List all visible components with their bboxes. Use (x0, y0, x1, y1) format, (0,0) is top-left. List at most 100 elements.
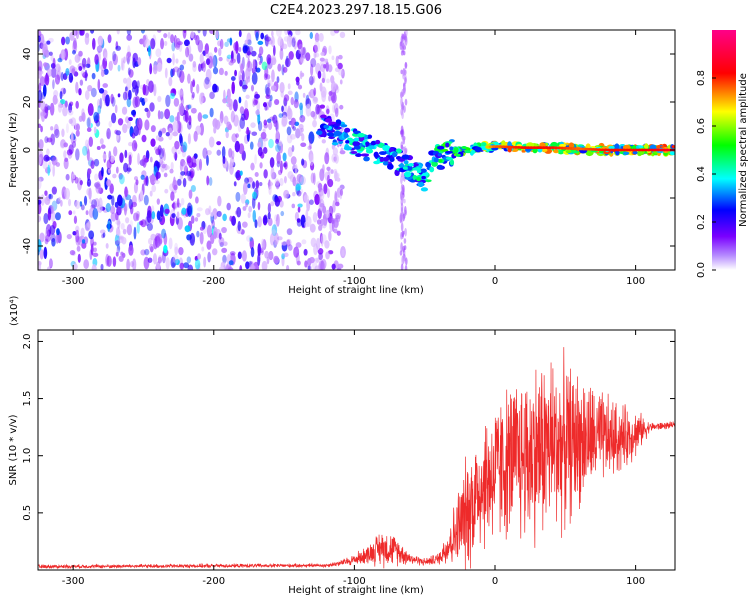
spectrogram-noise-cell (132, 52, 139, 63)
spectrogram-signal-cell (350, 150, 358, 154)
spectrogram-noise-cell (195, 196, 199, 204)
spectrogram-noise-cell (322, 164, 325, 174)
spectrogram-noise-cell (126, 34, 133, 41)
spectrogram-noise-cell (43, 212, 49, 225)
spectrogram-noise-cell (134, 84, 139, 97)
spectrogram-noise-cell (116, 30, 120, 35)
spectrogram-noise-cell (226, 102, 232, 108)
spectrogram-noise-cell (254, 154, 257, 165)
spectrogram-noise-cell (279, 81, 285, 94)
spectrogram-noise-cell (99, 138, 104, 145)
spectrogram-signal-cell (403, 171, 412, 178)
spectrogram-noise-cell (250, 246, 255, 258)
spectrogram-noise-cell (404, 264, 408, 270)
spectrogram-noise-cell (206, 155, 209, 166)
spectrogram-signal-cell (416, 177, 422, 182)
spectrogram-noise-cell (319, 189, 325, 201)
spectrogram-noise-cell (275, 128, 280, 142)
spectrogram-noise-cell (129, 220, 133, 228)
spectrogram-noise-cell (318, 203, 324, 212)
spectrogram-noise-cell (260, 238, 265, 251)
figure-title: C2E4.2023.297.18.15.G06 (270, 3, 442, 18)
spectrogram-noise-cell (237, 251, 242, 260)
spectrogram-noise-cell (340, 147, 344, 154)
spectrogram-signal-cell (401, 154, 410, 160)
spectrogram-noise-cell (233, 99, 238, 112)
spectrogram-noise-cell (258, 181, 263, 187)
spectrogram-noise-cell (331, 263, 336, 270)
spectrogram-noise-cell (179, 133, 183, 144)
spectrogram-signal-cell (328, 136, 335, 140)
spectrogram-noise-cell (283, 193, 287, 199)
spectrogram-noise-cell (102, 57, 108, 70)
spectrogram-noise-cell (179, 262, 185, 270)
spectrogram-noise-cell (169, 115, 175, 123)
spectrogram-noise-cell (307, 264, 312, 270)
spectrogram-noise-cell (298, 43, 304, 55)
spectrogram-signal-cell (445, 156, 454, 160)
spectrogram-noise-cell (185, 46, 190, 58)
spectrogram-noise-cell (88, 230, 95, 240)
spectrogram-noise-cell (279, 48, 284, 60)
spectrogram-noise-cell (260, 246, 265, 256)
spectrogram-noise-cell (199, 158, 203, 171)
spectrogram-noise-cell (116, 206, 122, 216)
spectrogram-noise-cell (115, 45, 121, 51)
spectrogram-noise-cell (251, 72, 258, 85)
spectrogram-noise-cell (172, 131, 179, 137)
spectrogram-signal-cell (644, 143, 649, 150)
spectrogram-signal-cell (373, 160, 381, 165)
spectrogram-noise-cell (268, 138, 274, 149)
spectrogram-noise-cell (274, 197, 281, 207)
spectrogram-noise-cell (124, 116, 130, 124)
snr-y-tick-label: 0.5 (22, 505, 33, 521)
spectrogram-noise-cell (241, 250, 247, 262)
spectrogram-noise-cell (46, 40, 51, 45)
spectrogram-noise-cell (60, 71, 64, 82)
spectrogram-noise-cell (299, 114, 306, 123)
spectrogram-noise-cell (149, 174, 156, 180)
spectrogram-noise-cell (221, 247, 228, 254)
spectrogram-noise-cell (46, 266, 51, 270)
spectrogram-noise-cell (332, 104, 336, 113)
spectrogram-noise-cell (144, 107, 149, 113)
spectrogram-noise-cell (147, 45, 151, 57)
spectrogram-noise-cell (214, 119, 221, 130)
spectrogram-signal-cell (417, 181, 424, 188)
spectrogram-noise-cell (401, 230, 405, 238)
spectrogram-noise-cell (333, 102, 339, 114)
spectrogram-noise-cell (131, 194, 137, 206)
spectrogram-noise-cell (38, 203, 42, 215)
spectrogram-noise-cell (157, 95, 162, 103)
spectrogram-noise-cell (126, 163, 131, 174)
spectrogram-noise-cell (242, 45, 248, 54)
spectrogram-noise-cell (184, 110, 189, 123)
spectrogram-noise-cell (111, 112, 117, 124)
spectrogram-signal-cell (382, 160, 389, 166)
spectrogram-signal-cell (352, 141, 361, 147)
snr-y-tick-label: 1.5 (22, 391, 33, 407)
spectrogram-noise-cell (270, 85, 277, 91)
spectrogram-noise-cell (92, 38, 96, 50)
spectrogram-signal-cell (331, 142, 339, 146)
spectrogram-noise-cell (257, 243, 262, 257)
spectrogram-noise-cell (250, 122, 256, 129)
spectrogram-noise-cell (161, 228, 167, 239)
spectrogram-noise-cell (172, 88, 176, 94)
spectrogram-noise-cell (74, 54, 81, 63)
spectrogram-noise-cell (112, 50, 117, 62)
spectrogram-noise-cell (139, 97, 143, 103)
spectrogram-noise-cell (180, 197, 185, 206)
spectrogram-noise-cell (51, 237, 56, 247)
spectrogram-noise-cell (242, 84, 248, 90)
spectrogram-noise-cell (49, 224, 56, 235)
spectrogram-noise-cell (258, 120, 263, 132)
spectrogram-noise-cell (402, 136, 405, 142)
spectrogram-noise-cell (279, 178, 284, 187)
spectrogram-noise-cell (129, 260, 135, 268)
spectrogram-noise-cell (262, 137, 268, 142)
spectrogram-noise-cell (267, 121, 273, 131)
spectrogram-noise-cell (84, 139, 89, 152)
spectrogram-noise-cell (39, 248, 44, 260)
